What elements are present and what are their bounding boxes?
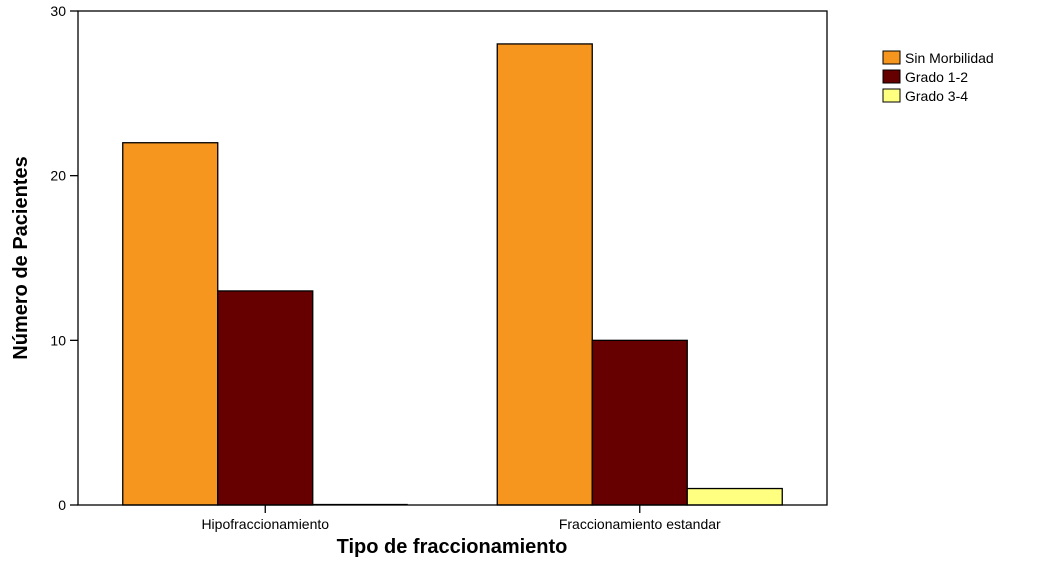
- legend-swatch-grado-3-4: [882, 88, 901, 103]
- y-tick-label: 0: [58, 497, 66, 513]
- legend: Sin Morbilidad Grado 1-2 Grado 3-4: [882, 50, 994, 104]
- bars-layer: [122, 43, 783, 506]
- y-axis: 0 10 20 30: [50, 3, 78, 513]
- plot-area-frame: [77, 10, 828, 506]
- bar-sin-morbilidad-fraccionamiento-estandar: [496, 43, 593, 506]
- bar-grado-1-2-fraccionamiento-estandar: [591, 339, 688, 506]
- y-tick-label: 20: [50, 168, 66, 184]
- x-tick-label-hipofraccionamiento: Hipofraccionamiento: [201, 516, 329, 532]
- x-tick-label-fraccionamiento-estandar: Fraccionamiento estandar: [559, 516, 721, 532]
- y-tick-label: 10: [50, 332, 66, 348]
- legend-label-sin-morbilidad: Sin Morbilidad: [905, 50, 994, 66]
- bar-grado-3-4-fraccionamiento-estandar: [686, 487, 783, 506]
- legend-label-grado-3-4: Grado 3-4: [905, 88, 968, 104]
- legend-swatch-sin-morbilidad: [882, 50, 901, 65]
- legend-label-grado-1-2: Grado 1-2: [905, 69, 968, 85]
- x-axis-title: Tipo de fraccionamiento: [337, 536, 568, 558]
- bar-sin-morbilidad-hipofraccionamiento: [122, 142, 219, 506]
- bar-grado-1-2-hipofraccionamiento: [217, 290, 314, 506]
- y-tick-label: 30: [50, 3, 66, 19]
- x-axis: Hipofraccionamiento Fraccionamiento estan…: [201, 505, 721, 532]
- legend-swatch-grado-1-2: [882, 69, 901, 84]
- y-axis-title: Número de Pacientes: [10, 156, 32, 359]
